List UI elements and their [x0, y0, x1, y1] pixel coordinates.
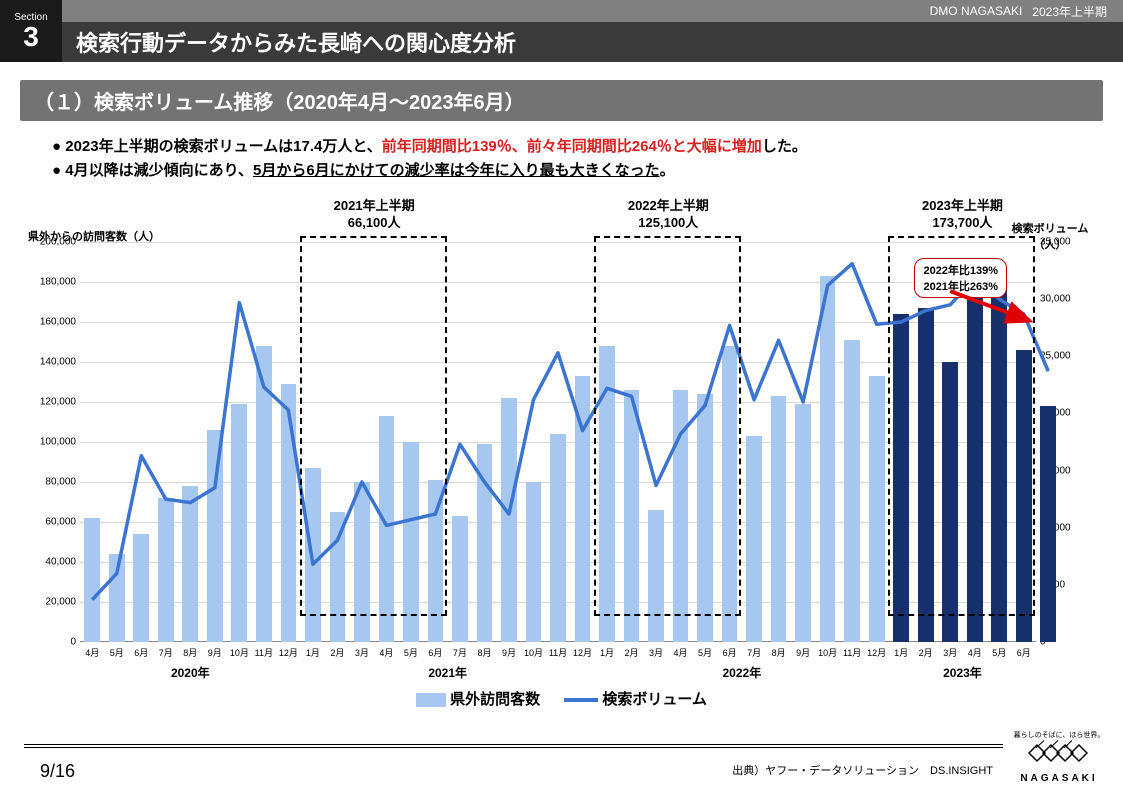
section-number: 3 [0, 23, 62, 51]
period-label: 2022年上半期125,100人 [628, 198, 709, 232]
y-tick-left: 120,000 [30, 397, 76, 408]
legend-label-bars: 県外訪問客数 [450, 691, 540, 708]
y-tick-left: 100,000 [30, 437, 76, 448]
x-tick: 10月 [524, 646, 543, 659]
x-tick: 4月 [85, 646, 99, 659]
year-label: 2021年 [428, 664, 467, 681]
x-tick: 3月 [355, 646, 369, 659]
year-label: 2023年 [943, 664, 982, 681]
logo-icon [1024, 740, 1094, 766]
x-tick: 8月 [477, 646, 491, 659]
x-tick: 5月 [404, 646, 418, 659]
page-title: 検索行動データからみた長崎への関心度分析 [62, 22, 1123, 62]
x-tick: 5月 [698, 646, 712, 659]
page-number: 9/16 [40, 761, 75, 782]
header-period: 2023年上半期 [1032, 3, 1107, 20]
x-tick: 7月 [453, 646, 467, 659]
x-tick: 2月 [330, 646, 344, 659]
bullet-list: ● 2023年上半期の検索ボリュームは17.4万人と、前年同期間比139％、前々… [52, 135, 1083, 183]
plot: 020,00040,00060,00080,000100,000120,0001… [80, 242, 1036, 642]
x-tick: 11月 [549, 646, 567, 659]
x-tick: 1月 [306, 646, 320, 659]
org-name: DMO NAGASAKI [930, 4, 1023, 18]
header-right: DMO NAGASAKI 2023年上半期 検索行動データからみた長崎への関心度… [62, 0, 1123, 62]
y-tick-left: 20,000 [30, 597, 76, 608]
x-tick: 9月 [208, 646, 222, 659]
x-tick: 7月 [159, 646, 173, 659]
y-tick-left: 0 [30, 637, 76, 648]
section-box: Section 3 [0, 0, 62, 62]
x-tick: 11月 [843, 646, 861, 659]
legend-swatch-bars [416, 693, 446, 707]
subtitle: （１）検索ボリューム推移（2020年4月～2023年6月） [20, 80, 1103, 121]
x-tick: 3月 [943, 646, 957, 659]
x-tick: 6月 [428, 646, 442, 659]
y-tick-left: 60,000 [30, 517, 76, 528]
x-tick: 10月 [818, 646, 837, 659]
x-tick: 12月 [573, 646, 592, 659]
logo-name: NAGASAKI [1009, 773, 1109, 784]
y-tick-right: 25,000 [1040, 351, 1078, 362]
x-tick: 9月 [796, 646, 810, 659]
nagasaki-logo: 暮らしのそばに、ほら世界。 NAGASAKI [1009, 730, 1109, 784]
bullet-1: ● 2023年上半期の検索ボリュームは17.4万人と、前年同期間比139％、前々… [52, 135, 1083, 159]
y-tick-left: 80,000 [30, 477, 76, 488]
source-citation: 出典）ヤフー・データソリューション DS.INSIGHT [732, 762, 993, 778]
x-tick: 8月 [183, 646, 197, 659]
y-tick-left: 180,000 [30, 277, 76, 288]
x-tick: 7月 [747, 646, 761, 659]
trend-arrow [80, 242, 1036, 642]
x-tick: 4月 [968, 646, 982, 659]
x-tick: 5月 [992, 646, 1006, 659]
x-tick: 12月 [279, 646, 298, 659]
legend: 県外訪問客数 検索ボリューム [0, 688, 1123, 709]
y-tick-left: 160,000 [30, 317, 76, 328]
footer-divider [24, 744, 1003, 750]
x-tick: 4月 [674, 646, 688, 659]
year-label: 2020年 [171, 664, 210, 681]
logo-tagline: 暮らしのそばに、ほら世界。 [1009, 730, 1109, 740]
x-tick: 9月 [502, 646, 516, 659]
legend-label-line: 検索ボリューム [602, 691, 707, 708]
period-label: 2023年上半期173,700人 [922, 198, 1003, 232]
x-tick: 8月 [772, 646, 786, 659]
x-tick: 11月 [255, 646, 273, 659]
x-tick: 4月 [379, 646, 393, 659]
y-tick-right: 30,000 [1040, 294, 1078, 305]
x-tick: 1月 [600, 646, 614, 659]
header-top: DMO NAGASAKI 2023年上半期 [62, 0, 1123, 22]
y-tick-left: 140,000 [30, 357, 76, 368]
x-tick: 6月 [134, 646, 148, 659]
bar [1040, 406, 1056, 642]
x-tick: 1月 [894, 646, 908, 659]
x-tick: 3月 [649, 646, 663, 659]
x-tick: 12月 [867, 646, 886, 659]
legend-swatch-line [564, 698, 598, 702]
y-tick-left: 200,000 [30, 237, 76, 248]
y-tick-left: 40,000 [30, 557, 76, 568]
y-tick-right: 35,000 [1040, 237, 1078, 248]
x-tick: 2月 [919, 646, 933, 659]
x-tick: 6月 [723, 646, 737, 659]
header: Section 3 DMO NAGASAKI 2023年上半期 検索行動データか… [0, 0, 1123, 62]
period-label: 2021年上半期66,100人 [334, 198, 415, 232]
x-tick: 6月 [1017, 646, 1031, 659]
x-tick: 10月 [230, 646, 249, 659]
x-tick: 2月 [625, 646, 639, 659]
year-label: 2022年 [722, 664, 761, 681]
bullet-2: ● 4月以降は減少傾向にあり、5月から6月にかけての減少率は今年に入り最も大きく… [52, 159, 1083, 183]
x-tick: 5月 [110, 646, 124, 659]
chart-area: 県外からの訪問客数（人） 検索ボリューム（人） 020,00040,00060,… [28, 242, 1036, 672]
